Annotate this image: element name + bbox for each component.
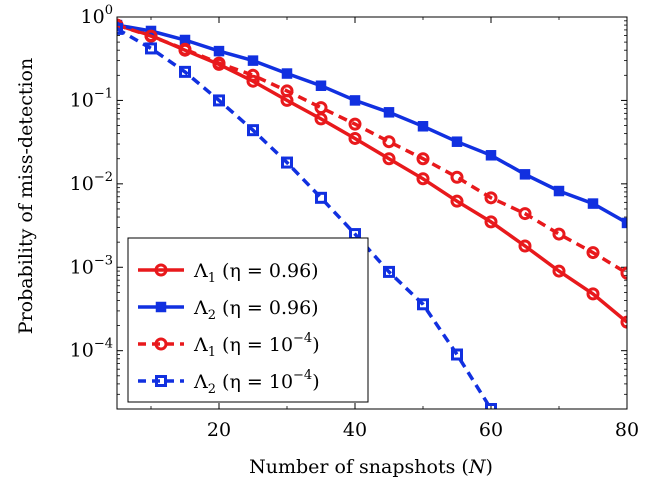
x-tick-label: 60 bbox=[479, 419, 503, 441]
ticks: 20 40 60 80 100 10−1 10−2 10−3 10−4 bbox=[70, 3, 639, 441]
y-tick-label: 100 bbox=[81, 3, 113, 28]
x-tick-label: 40 bbox=[343, 419, 367, 441]
data-point bbox=[247, 124, 259, 137]
data-point bbox=[246, 68, 260, 82]
data-point bbox=[213, 94, 225, 107]
data-point bbox=[586, 246, 600, 260]
data-point bbox=[621, 217, 627, 229]
data-point bbox=[450, 170, 464, 184]
y-tick-label: 10−1 bbox=[70, 86, 113, 111]
x-axis-title: Number of snapshots (N) bbox=[249, 456, 493, 478]
data-point bbox=[145, 42, 157, 55]
data-point bbox=[281, 156, 293, 169]
series-line bbox=[117, 23, 627, 275]
data-point bbox=[451, 348, 463, 361]
plot-frame bbox=[116, 16, 628, 410]
series-2 bbox=[117, 19, 627, 229]
data-point bbox=[587, 198, 599, 209]
data-point bbox=[383, 265, 395, 278]
data-point bbox=[349, 95, 361, 106]
data-point bbox=[154, 337, 168, 351]
y-tick-label: 10−2 bbox=[70, 170, 113, 195]
x-tick-label: 20 bbox=[207, 419, 231, 441]
data-point bbox=[117, 22, 123, 35]
legend-entry: Λ1 (η = 0.96) bbox=[138, 260, 319, 286]
data-point bbox=[155, 301, 167, 313]
data-point bbox=[154, 263, 168, 277]
data-point bbox=[519, 169, 531, 180]
data-point bbox=[586, 287, 600, 301]
plot-area: 20 40 60 80 100 10−1 10−2 10−3 10−4 bbox=[70, 3, 639, 441]
data-point bbox=[247, 55, 259, 66]
data-point bbox=[485, 403, 497, 409]
data-point bbox=[416, 172, 430, 186]
data-point bbox=[518, 239, 532, 253]
data-point bbox=[179, 65, 191, 78]
legend-label: Λ1 (η = 0.96) bbox=[193, 260, 319, 286]
series-3 bbox=[117, 18, 627, 280]
series-line bbox=[117, 27, 493, 409]
legend: Λ1 (η = 0.96)Λ2 (η = 0.96)Λ1 (η = 10−4)Λ… bbox=[127, 237, 369, 403]
data-point bbox=[382, 152, 396, 166]
data-point bbox=[280, 84, 294, 98]
series-line bbox=[117, 23, 627, 225]
data-point bbox=[144, 29, 158, 43]
data-point bbox=[416, 152, 430, 166]
legend-box bbox=[127, 237, 369, 403]
data-point bbox=[281, 68, 293, 79]
data-point bbox=[451, 136, 463, 147]
y-tick-label: 10−4 bbox=[70, 337, 113, 362]
data-point bbox=[348, 131, 362, 145]
x-tick-label: 80 bbox=[615, 419, 639, 441]
data-point bbox=[178, 42, 192, 56]
y-tick-label: 10−3 bbox=[70, 253, 113, 278]
data-point bbox=[485, 150, 497, 161]
data-point bbox=[314, 101, 328, 115]
data-point bbox=[246, 74, 260, 88]
data-point bbox=[553, 185, 565, 197]
data-point bbox=[450, 194, 464, 208]
y-axis-title: Probability of miss-detection bbox=[15, 58, 37, 334]
data-point bbox=[382, 135, 396, 149]
data-point bbox=[212, 56, 226, 70]
data-point bbox=[620, 266, 627, 280]
data-point bbox=[484, 191, 498, 205]
data-point bbox=[155, 375, 167, 387]
data-point bbox=[383, 107, 395, 118]
data-point bbox=[620, 315, 627, 329]
data-point bbox=[552, 264, 566, 278]
data-point bbox=[315, 191, 327, 204]
data-point bbox=[315, 80, 327, 91]
data-point bbox=[417, 298, 429, 311]
data-point bbox=[213, 45, 225, 57]
series-4 bbox=[117, 22, 497, 409]
data-point bbox=[552, 227, 566, 241]
data-point bbox=[348, 117, 362, 131]
data-point bbox=[417, 121, 429, 132]
data-point bbox=[518, 207, 532, 221]
data-point bbox=[484, 215, 498, 229]
